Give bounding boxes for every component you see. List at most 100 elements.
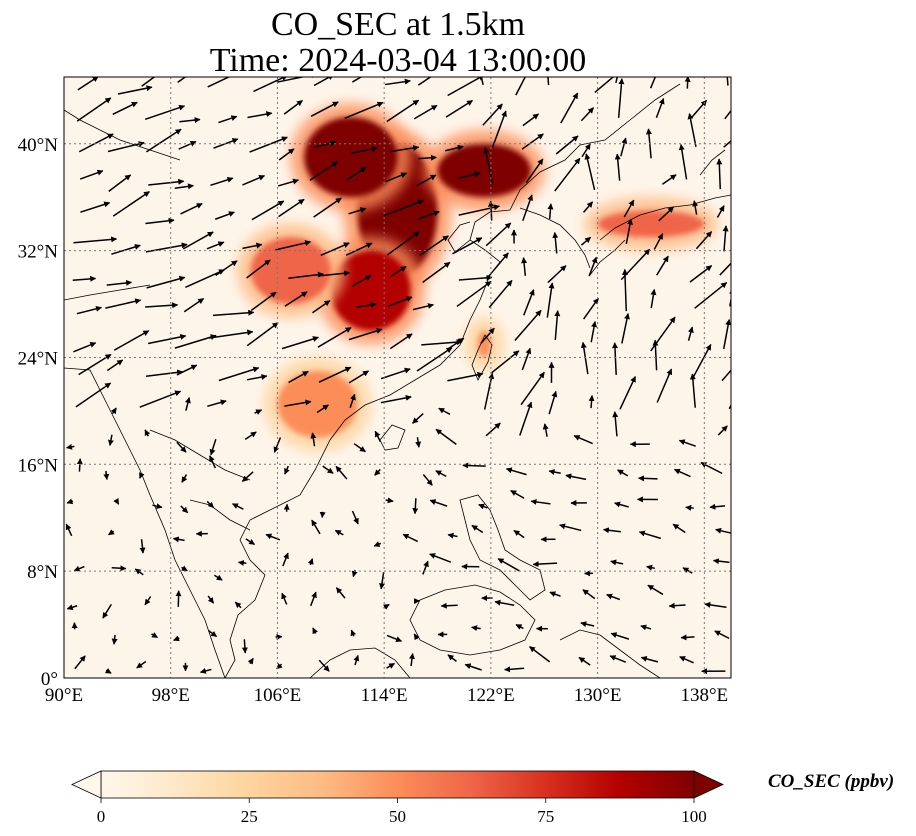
wind-arrow xyxy=(653,233,664,250)
wind-arrow xyxy=(313,77,335,87)
wind-arrow xyxy=(389,333,413,350)
wind-arrow xyxy=(185,269,225,288)
wind-arrow xyxy=(77,77,99,91)
wind-arrow xyxy=(662,174,677,185)
wind-arrow xyxy=(74,655,86,670)
lon-tick-label: 122°E xyxy=(467,685,515,706)
wind-vectors xyxy=(65,77,731,675)
wind-arrow xyxy=(387,296,413,308)
wind-arrow xyxy=(249,136,288,153)
wind-arrow xyxy=(322,465,334,474)
wind-arrow xyxy=(694,281,728,309)
wind-arrow xyxy=(429,499,448,507)
wind-arrow xyxy=(578,656,591,666)
colorbar-ticks: 0 25 50 75 100 xyxy=(97,798,707,826)
wind-arrow xyxy=(422,474,433,486)
wind-arrow xyxy=(412,498,419,515)
wind-arrow xyxy=(655,97,665,118)
map-frame xyxy=(63,76,732,679)
wind-arrow xyxy=(440,602,458,609)
wind-arrow xyxy=(678,143,688,180)
wind-arrow xyxy=(73,565,85,572)
wind-arrow xyxy=(345,242,373,256)
wind-arrow xyxy=(134,568,144,576)
wind-arrow xyxy=(619,376,637,410)
wind-arrow xyxy=(111,244,141,255)
colorbar-gradient xyxy=(100,770,695,799)
wind-arrow xyxy=(615,77,618,83)
wind-arrow xyxy=(494,599,515,606)
wind-arrow xyxy=(179,117,201,124)
wind-arrow xyxy=(620,137,628,157)
wind-arrow xyxy=(351,77,363,83)
wind-arrow xyxy=(438,407,451,415)
wind-arrow xyxy=(581,143,591,158)
wind-arrow xyxy=(346,166,367,181)
wind-arrow xyxy=(309,591,317,607)
wind-arrow xyxy=(646,564,656,571)
wind-arrow xyxy=(565,473,587,481)
wind-arrow xyxy=(145,217,175,225)
wind-arrow xyxy=(447,654,457,663)
wind-arrow xyxy=(386,634,403,642)
wind-arrow xyxy=(112,101,138,116)
wind-arrow xyxy=(547,265,567,284)
wind-arrow xyxy=(485,222,512,247)
wind-arrow xyxy=(582,201,594,213)
wind-arrow xyxy=(386,99,420,123)
wind-arrow xyxy=(650,288,657,309)
wind-arrow xyxy=(284,399,312,407)
wind-arrow xyxy=(309,161,339,181)
wind-arrow xyxy=(717,425,728,436)
wind-arrow xyxy=(582,589,596,600)
wind-arrow xyxy=(680,634,695,641)
wind-arrow xyxy=(617,469,629,477)
wind-arrow xyxy=(353,654,360,666)
wind-arrow xyxy=(673,468,691,478)
wind-arrow xyxy=(402,533,419,543)
wind-arrow xyxy=(278,198,305,218)
wind-arrow xyxy=(483,372,495,410)
wind-arrow xyxy=(709,503,726,510)
wind-arrow xyxy=(244,431,257,441)
wind-arrow xyxy=(458,204,500,216)
wind-arrow xyxy=(208,629,218,638)
wind-arrow xyxy=(729,288,731,307)
wind-arrow xyxy=(447,532,458,539)
wind-arrow xyxy=(107,141,145,153)
wind-arrow xyxy=(281,336,319,350)
wind-arrow xyxy=(617,78,625,118)
wind-arrow xyxy=(559,523,582,532)
wind-arrow xyxy=(106,359,124,372)
wind-arrow xyxy=(144,104,186,120)
wind-arrow xyxy=(317,270,351,277)
wind-arrow xyxy=(695,231,713,250)
colorbar-min-extension xyxy=(71,770,102,799)
wind-arrow xyxy=(251,200,285,221)
lon-tick-label: 114°E xyxy=(361,685,408,706)
wind-arrow xyxy=(144,429,151,437)
wind-arrow xyxy=(185,397,191,411)
wind-arrow xyxy=(348,207,367,215)
wind-arrow xyxy=(108,529,115,536)
wind-arrow xyxy=(254,409,263,415)
wind-arrow xyxy=(417,77,432,86)
wind-arrow xyxy=(104,667,112,674)
wind-arrow xyxy=(588,256,598,277)
wind-arrow xyxy=(281,592,288,605)
wind-arrow xyxy=(218,115,238,124)
wind-arrow xyxy=(471,524,484,534)
wind-arrow xyxy=(173,635,180,642)
wind-arrow xyxy=(682,567,693,574)
wind-arrow xyxy=(640,655,659,663)
wind-arrow xyxy=(554,157,581,192)
wind-arrow xyxy=(373,541,382,547)
wind-arrow xyxy=(488,279,513,309)
colorbar-tick-label: 0 xyxy=(97,807,106,826)
wind-arrow xyxy=(416,347,453,372)
wind-arrow xyxy=(548,469,561,475)
wind-arrow xyxy=(623,199,635,218)
wind-arrow xyxy=(415,437,422,448)
plume-core-4 xyxy=(250,237,331,305)
wind-arrow xyxy=(241,639,248,654)
